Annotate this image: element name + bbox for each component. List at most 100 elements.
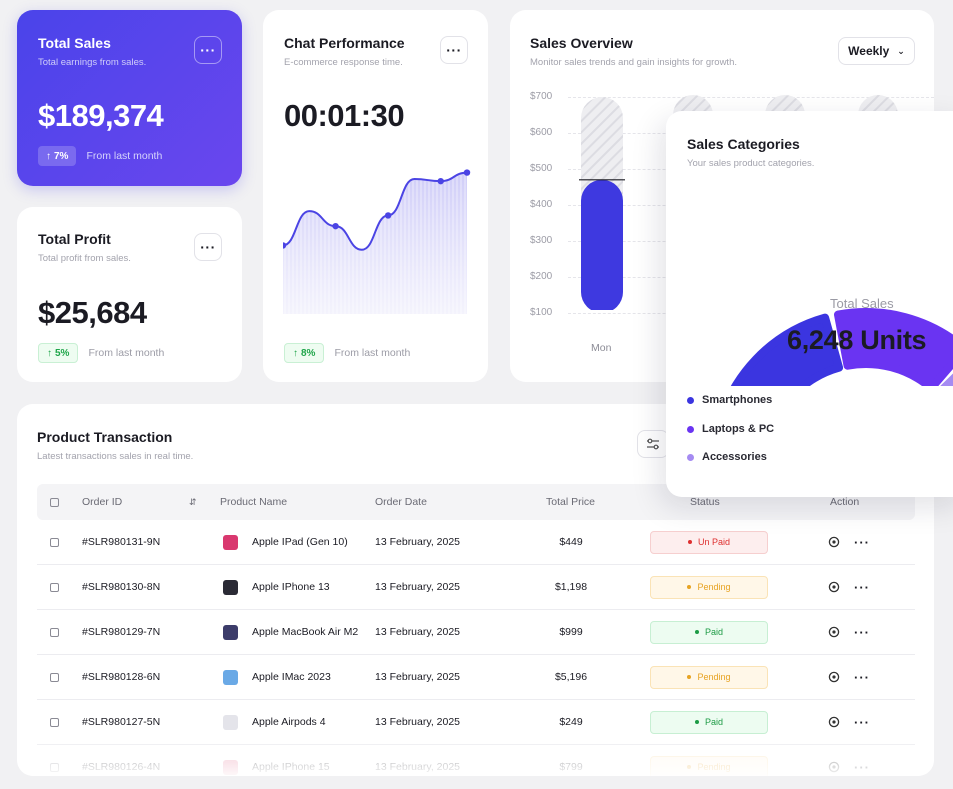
legend-dot — [687, 453, 694, 461]
product-cell: Apple MacBook Air M2 — [223, 610, 358, 654]
legend-label: Laptops & PC — [702, 423, 775, 435]
total-sales-change-badge: ↑ 7% — [38, 146, 77, 166]
table-row[interactable]: #SLR980131-9N Apple IPad (Gen 10) 13 Febru… — [37, 520, 915, 565]
table-row[interactable]: #SLR980130-8N Apple IPhone 13 13 February,… — [37, 565, 915, 610]
location-pin-icon[interactable] — [828, 536, 840, 548]
chat-performance-value: 00:01:30 — [284, 98, 405, 133]
col-order-id[interactable]: Order ID — [82, 496, 123, 508]
order-date: 13 February, 2025 — [375, 671, 461, 683]
action-cell: ··· — [828, 565, 870, 609]
product-cell: Apple IPhone 13 — [223, 565, 330, 609]
total-sales-title: Total Sales — [38, 35, 111, 51]
col-total-price: Total Price — [546, 496, 596, 508]
transactions-subtitle: Latest transactions sales in real time. — [37, 451, 194, 462]
sales-overview-subtitle: Monitor sales trends and gain insights f… — [530, 57, 737, 68]
chat-performance-chart — [283, 169, 471, 314]
select-all-checkbox[interactable] — [50, 484, 59, 520]
product-name: Apple MacBook Air M2 — [252, 626, 359, 638]
donut-center-label: Total Sales — [830, 296, 894, 311]
action-cell: ··· — [828, 520, 870, 564]
sales-categories-card: Sales Categories Your sales product cate… — [666, 111, 953, 497]
table-row[interactable]: #SLR980128-6N Apple IMac 2023 13 February,… — [37, 655, 915, 700]
y-tick-label: $600 — [530, 127, 553, 138]
action-cell: ··· — [828, 610, 870, 654]
status-badge: Paid — [650, 610, 768, 654]
more-horizontal-icon: ··· — [200, 42, 216, 58]
location-pin-icon[interactable] — [828, 626, 840, 638]
row-checkbox[interactable] — [50, 610, 59, 654]
total-profit-change-badge: ↑ 5% — [38, 343, 79, 363]
col-action: Action — [830, 496, 860, 508]
arrow-up-icon: ↑ — [293, 347, 298, 359]
order-id: #SLR980131-9N — [82, 536, 161, 548]
location-pin-icon[interactable] — [828, 716, 840, 728]
order-date: 13 February, 2025 — [375, 536, 461, 548]
row-checkbox[interactable] — [50, 565, 59, 609]
total-profit-compare: From last month — [88, 347, 165, 359]
col-status: Status — [690, 496, 720, 508]
product-thumbnail-icon — [223, 534, 238, 550]
more-horizontal-icon[interactable]: ··· — [854, 624, 870, 640]
total-price: $249 — [559, 716, 583, 728]
total-sales-value: $189,374 — [38, 98, 164, 133]
y-tick-label: $300 — [530, 235, 553, 246]
status-badge: Pending — [650, 655, 768, 699]
total-sales-compare: From last month — [86, 150, 163, 162]
product-thumbnail-icon — [223, 579, 238, 595]
location-pin-icon[interactable] — [828, 581, 840, 593]
order-id: #SLR980127-5N — [82, 716, 161, 728]
product-thumbnail-icon — [223, 669, 238, 685]
sales-overview-title: Sales Overview — [530, 35, 633, 51]
total-profit-change: 5% — [55, 347, 70, 359]
order-date: 13 February, 2025 — [375, 581, 461, 593]
x-tick-mon: Mon — [591, 342, 612, 354]
data-point — [463, 169, 471, 176]
row-checkbox[interactable] — [50, 520, 59, 564]
more-horizontal-icon[interactable]: ··· — [854, 669, 870, 685]
row-checkbox[interactable] — [50, 655, 59, 699]
more-horizontal-icon[interactable]: ··· — [854, 579, 870, 595]
location-pin-icon[interactable] — [828, 671, 840, 683]
chat-performance-change: 8% — [301, 347, 316, 359]
sales-categories-title: Sales Categories — [687, 136, 800, 152]
total-profit-subtitle: Total profit from sales. — [38, 253, 131, 264]
product-name: Apple Airpods 4 — [252, 716, 326, 728]
period-select-value: Weekly — [848, 44, 890, 58]
status-text: Un Paid — [697, 537, 731, 547]
product-name: Apple IPad (Gen 10) — [252, 536, 348, 548]
chat-performance-more-button[interactable]: ··· — [440, 36, 468, 64]
total-profit-value: $25,684 — [38, 295, 147, 330]
total-sales-card: Total Sales Total earnings from sales. ·… — [17, 10, 242, 186]
status-text: Paid — [704, 627, 723, 637]
donut-slice-accessories — [940, 373, 953, 386]
total-sales-more-button[interactable]: ··· — [194, 36, 222, 64]
table-bottom-fade — [17, 736, 934, 776]
period-select[interactable]: Weekly ⌄ — [838, 37, 915, 65]
sort-icon[interactable]: ⇵ — [189, 496, 197, 507]
more-horizontal-icon: ··· — [200, 239, 216, 255]
total-profit-title: Total Profit — [38, 231, 111, 247]
total-profit-more-button[interactable]: ··· — [194, 233, 222, 261]
total-price: $999 — [559, 626, 583, 638]
table-row[interactable]: #SLR980129-7N Apple MacBook Air M2 13 Febr… — [37, 610, 915, 655]
total-price: $1,198 — [554, 581, 588, 593]
legend-laptops: Laptops & PC — [687, 423, 774, 435]
legend-label: Accessories — [702, 451, 767, 463]
bar-mon — [581, 179, 623, 310]
product-cell: Apple Airpods 4 — [223, 700, 326, 744]
table-row[interactable]: #SLR980127-5N Apple Airpods 4 13 February,… — [37, 700, 915, 745]
more-horizontal-icon[interactable]: ··· — [854, 714, 870, 730]
data-point — [384, 212, 392, 219]
filter-button[interactable] — [637, 430, 669, 458]
order-id: #SLR980130-8N — [82, 581, 161, 593]
y-tick-label: $700 — [530, 91, 553, 102]
more-horizontal-icon[interactable]: ··· — [854, 534, 870, 550]
product-thumbnail-icon — [223, 714, 238, 730]
action-cell: ··· — [828, 700, 870, 744]
y-tick-label: $400 — [530, 199, 553, 210]
row-checkbox[interactable] — [50, 700, 59, 744]
order-id: #SLR980129-7N — [82, 626, 161, 638]
product-thumbnail-icon — [223, 624, 238, 640]
more-horizontal-icon: ··· — [446, 42, 462, 58]
status-text: Pending — [697, 672, 731, 682]
